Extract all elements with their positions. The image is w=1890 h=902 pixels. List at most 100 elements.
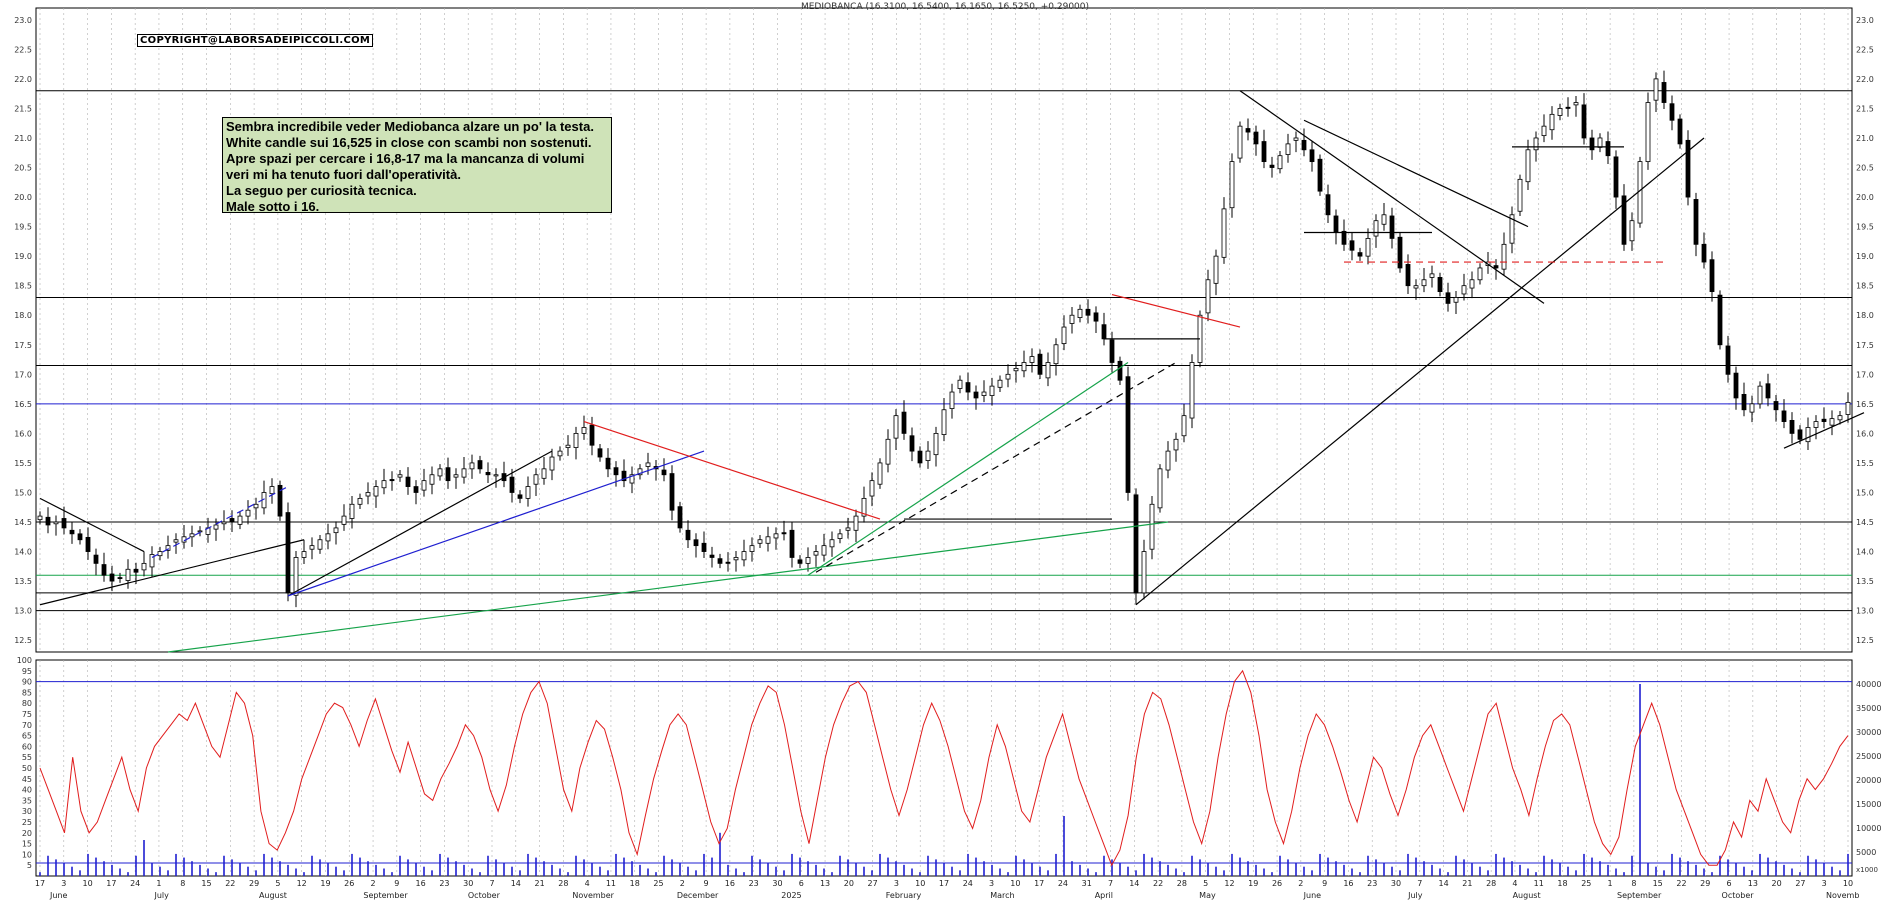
volume-y-tick: 15000 [1856,800,1881,809]
x-tick-label: 3 [894,879,899,888]
candle-body [901,411,907,434]
candle-body [1533,137,1539,151]
candle-body [141,562,147,571]
x-month-label: July [1407,891,1423,900]
x-tick-label: 9 [394,879,399,888]
x-month-label: June [49,891,68,900]
candle-body [1509,214,1515,244]
volume-y-tick: 40000 [1856,680,1881,689]
candle-body [1317,158,1323,192]
chart-title: MEDIOBANCA (16.3100, 16.5400, 16.1650, 1… [800,2,1090,12]
candle-body [1733,372,1739,399]
x-tick-label: 17 [106,879,116,888]
candle-body [1685,139,1691,198]
candle-body [1501,243,1507,270]
x-tick-label: 8 [180,879,185,888]
osc-y-tick: 85 [22,688,32,697]
candle-body [661,469,667,476]
candle-body [709,554,715,558]
price-y-tick-left: 17.0 [14,370,32,379]
candle-body [1229,161,1235,209]
osc-y-tick: 65 [22,732,32,741]
price-y-tick-right: 17.0 [1856,370,1874,379]
price-y-tick-left: 15.0 [14,488,32,497]
price-y-tick-left: 19.0 [14,252,32,261]
candle-body [1341,230,1347,245]
candle-body [397,474,403,478]
candle-body [453,474,459,478]
x-tick-label: 28 [558,879,568,888]
trendline [1135,137,1705,606]
candle-body [413,486,419,493]
candle-body [93,554,99,564]
x-tick-label: 30 [772,879,782,888]
candle-body [1285,143,1291,155]
candle-body [789,529,795,558]
candle-body [309,545,315,550]
candle-body [989,385,995,396]
osc-y-tick: 80 [22,699,32,708]
price-y-tick-left: 14.0 [14,548,32,557]
x-tick-label: 17 [939,879,949,888]
candle-body [1101,324,1107,340]
candle-body [973,391,979,399]
candle-body [429,474,435,485]
candle-body [533,474,539,485]
candle-body [1141,551,1147,594]
candle-body [1525,149,1531,183]
candle-body [949,391,955,409]
candle-body [541,468,547,479]
x-tick-label: 19 [320,879,330,888]
candle-body [1405,264,1411,287]
candle-body [677,506,683,529]
candle-body [1149,503,1155,550]
candle-body [565,444,571,448]
x-tick-label: 6 [1727,879,1732,888]
candle-body [149,554,155,568]
x-tick-label: 8 [1631,879,1636,888]
candle-body [781,532,787,535]
price-y-tick-left: 23.0 [14,16,32,25]
candle-body [1333,215,1339,233]
osc-y-tick: 5 [27,861,32,870]
candle-body [269,486,275,495]
candle-body [1205,279,1211,314]
osc-y-tick: 40 [22,786,32,795]
x-tick-label: 11 [1534,879,1544,888]
candle-body [517,494,523,499]
candle-body [1709,259,1715,292]
osc-y-tick: 50 [22,764,32,773]
candle-body [693,539,699,547]
candle-body [1245,128,1251,133]
candle-body [493,474,499,477]
candle-body [461,468,467,478]
candle-body [1269,164,1275,168]
x-tick-label: 24 [1058,879,1068,888]
candle-body [1037,353,1043,375]
price-y-tick-right: 14.5 [1856,518,1874,527]
trendline [39,497,145,553]
candle-body [333,527,339,534]
candle-body [1621,195,1627,245]
osc-y-tick: 55 [22,753,32,762]
candle-body [853,515,859,531]
volume-scale-label: x1000 [1856,866,1878,874]
x-tick-label: 7 [1108,879,1113,888]
candle-body [1165,450,1171,471]
price-y-tick-right: 17.5 [1856,341,1874,350]
x-month-label: October [1722,891,1755,900]
price-y-tick-right: 13.5 [1856,577,1874,586]
candle-body [685,529,691,541]
x-month-label: December [677,891,719,900]
candle-body [1837,415,1843,421]
candle-body [717,558,723,564]
x-tick-label: 2 [1298,879,1303,888]
candle-body [1181,415,1187,437]
candle-body [1021,362,1027,372]
x-month-label: February [886,891,922,900]
candle-body [557,450,563,457]
price-y-tick-left: 13.5 [14,577,32,586]
candle-body [1157,468,1163,509]
price-y-tick-left: 13.0 [14,607,32,616]
price-y-tick-left: 15.5 [14,459,32,468]
